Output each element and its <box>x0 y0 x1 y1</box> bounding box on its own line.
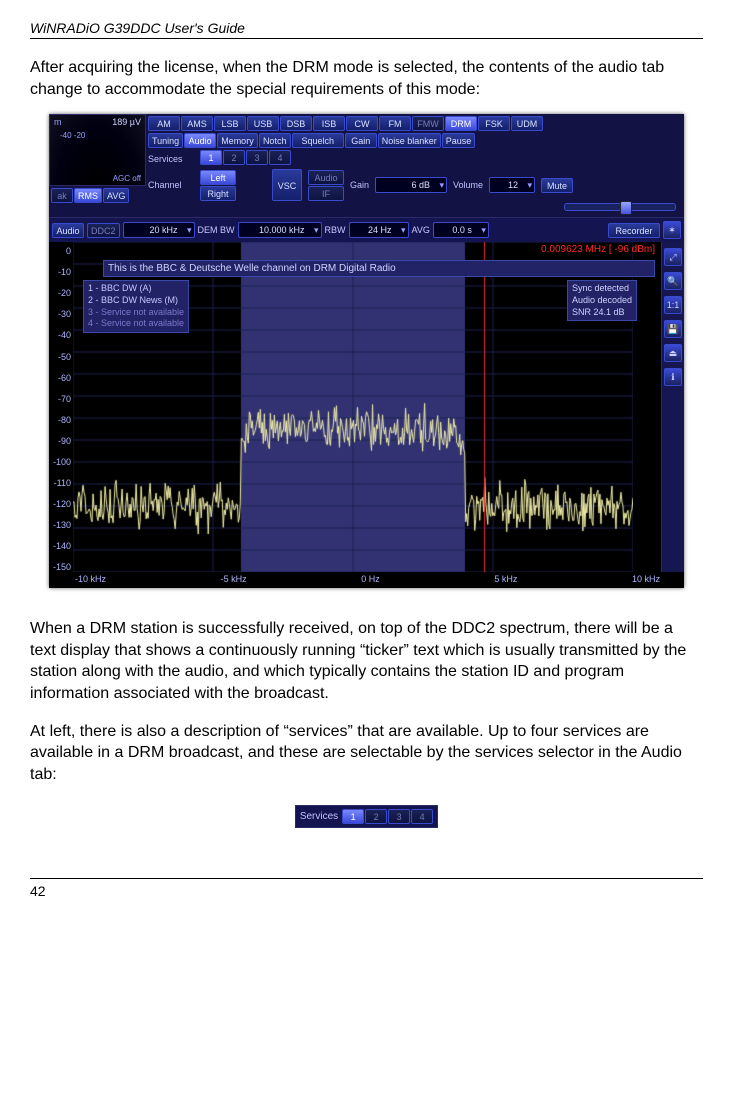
spectrum-sidebar: ⤢ 🔍 1:1 💾 ⏏ ℹ <box>661 242 684 572</box>
service-2-button[interactable]: 2 <box>223 150 245 165</box>
side-icon[interactable]: 1:1 <box>664 296 682 314</box>
sync-info-box: Sync detectedAudio decodedSNR 24.1 dB <box>567 280 637 321</box>
gain-label: Gain <box>350 180 369 190</box>
cursor-readout: 0.009623 MHz [ -96 dBm] <box>541 244 655 255</box>
side-icon[interactable]: ⏏ <box>664 344 682 362</box>
mute-button[interactable]: Mute <box>541 178 573 193</box>
audio-config-strip: Audio DDC2 20 kHz DEM BW 10.000 kHz RBW … <box>49 217 684 242</box>
service-3-button[interactable]: 3 <box>246 150 268 165</box>
doc-header: WiNRADiO G39DDC User's Guide <box>30 20 703 39</box>
mode-fmw-button[interactable]: FMW <box>412 116 444 131</box>
channel-label: Channel <box>148 180 194 190</box>
tab-squelch[interactable]: Squelch <box>292 133 344 148</box>
tab-row: TuningAudioMemoryNotchSquelchGainNoise b… <box>148 133 682 148</box>
ddc2-button[interactable]: DDC2 <box>87 223 120 238</box>
meter-agc: AGC off <box>113 174 141 183</box>
mode-udm-button[interactable]: UDM <box>511 116 543 131</box>
vsc-audio-button[interactable]: Audio <box>308 170 344 185</box>
spectrum-y-axis: 0-10-20-30-40-50-60-70-80-90-100-110-120… <box>49 242 73 572</box>
drm-ticker: This is the BBC & Deutsche Welle channel… <box>103 260 655 277</box>
gain-field[interactable]: 6 dB <box>375 177 447 193</box>
side-icon[interactable]: ℹ <box>664 368 682 386</box>
mode-row: AMAMSLSBUSBDSBISBCWFMFMWDRMFSKUDM <box>148 116 682 131</box>
tab-audio[interactable]: Audio <box>184 133 216 148</box>
service-small-1-button[interactable]: 1 <box>342 809 364 824</box>
side-icon[interactable]: 🔍 <box>664 272 682 290</box>
mode-drm-button[interactable]: DRM <box>445 116 477 131</box>
spectrum-x-axis: -10 kHz-5 kHz0 Hz5 kHz10 kHz <box>49 572 684 588</box>
mode-usb-button[interactable]: USB <box>247 116 279 131</box>
app-screenshot: m 189 µV -40 -20 AGC off ak RMS AVG AMAM… <box>49 114 684 588</box>
mode-ams-button[interactable]: AMS <box>181 116 213 131</box>
volume-label: Volume <box>453 180 483 190</box>
side-icon[interactable]: 💾 <box>664 320 682 338</box>
services-row: 1234 <box>200 150 291 165</box>
tab-notch[interactable]: Notch <box>259 133 291 148</box>
tab-noise-blanker[interactable]: Noise blanker <box>378 133 441 148</box>
recorder-button[interactable]: Recorder <box>608 223 660 238</box>
services-small-label: Services <box>300 811 338 822</box>
service-small-4-button[interactable]: 4 <box>411 809 433 824</box>
meter-ticks: -40 -20 <box>60 131 85 140</box>
meter-value: 189 µV <box>112 117 141 127</box>
avg-field[interactable]: 0.0 s <box>433 222 489 238</box>
service-small-3-button[interactable]: 3 <box>388 809 410 824</box>
tab-tuning[interactable]: Tuning <box>148 133 183 148</box>
service-small-2-button[interactable]: 2 <box>365 809 387 824</box>
para-2: When a DRM station is successfully recei… <box>30 618 703 704</box>
mode-fm-button[interactable]: FM <box>379 116 411 131</box>
rbw-field[interactable]: 24 Hz <box>349 222 409 238</box>
service-4-button[interactable]: 4 <box>269 150 291 165</box>
channel-left-button[interactable]: Left <box>200 170 236 185</box>
meter-unit: m <box>54 117 62 127</box>
mode-fsk-button[interactable]: FSK <box>478 116 510 131</box>
para-3: At left, there is also a description of … <box>30 721 703 786</box>
vsc-button[interactable]: VSC <box>272 169 302 201</box>
vsc-if-button[interactable]: IF <box>308 186 344 201</box>
tab-memory[interactable]: Memory <box>217 133 258 148</box>
avg-label: AVG <box>412 225 430 235</box>
mode-lsb-button[interactable]: LSB <box>214 116 246 131</box>
volume-field[interactable]: 12 <box>489 177 535 193</box>
rbw-label: RBW <box>325 225 346 235</box>
side-icon[interactable]: ⤢ <box>664 248 682 266</box>
services-label: Services <box>148 154 194 164</box>
pk-ak-button[interactable]: ak <box>51 188 73 203</box>
page-number: 42 <box>30 878 703 899</box>
para-1: After acquiring the license, when the DR… <box>30 57 703 100</box>
ddc2-bw-field[interactable]: 20 kHz <box>123 222 195 238</box>
services-selector-small: Services 1234 <box>295 805 438 828</box>
audio-tab-button[interactable]: Audio <box>52 223 84 238</box>
mode-am-button[interactable]: AM <box>148 116 180 131</box>
services-info-box: 1 - BBC DW (A)2 - BBC DW News (M)3 - Ser… <box>83 280 189 333</box>
mode-dsb-button[interactable]: DSB <box>280 116 312 131</box>
mode-cw-button[interactable]: CW <box>346 116 378 131</box>
signal-meter: m 189 µV -40 -20 AGC off <box>49 114 146 186</box>
dembw-label: DEM BW <box>198 225 235 235</box>
channel-right-button[interactable]: Right <box>200 186 236 201</box>
tab-pause[interactable]: Pause <box>442 133 476 148</box>
dembw-field[interactable]: 10.000 kHz <box>238 222 322 238</box>
mode-isb-button[interactable]: ISB <box>313 116 345 131</box>
pk-avg-button[interactable]: AVG <box>103 188 129 203</box>
tab-gain[interactable]: Gain <box>345 133 377 148</box>
settings-icon[interactable]: ✶ <box>663 221 681 239</box>
volume-slider[interactable] <box>564 203 676 211</box>
service-1-button[interactable]: 1 <box>200 150 222 165</box>
pk-rms-button[interactable]: RMS <box>74 188 102 203</box>
